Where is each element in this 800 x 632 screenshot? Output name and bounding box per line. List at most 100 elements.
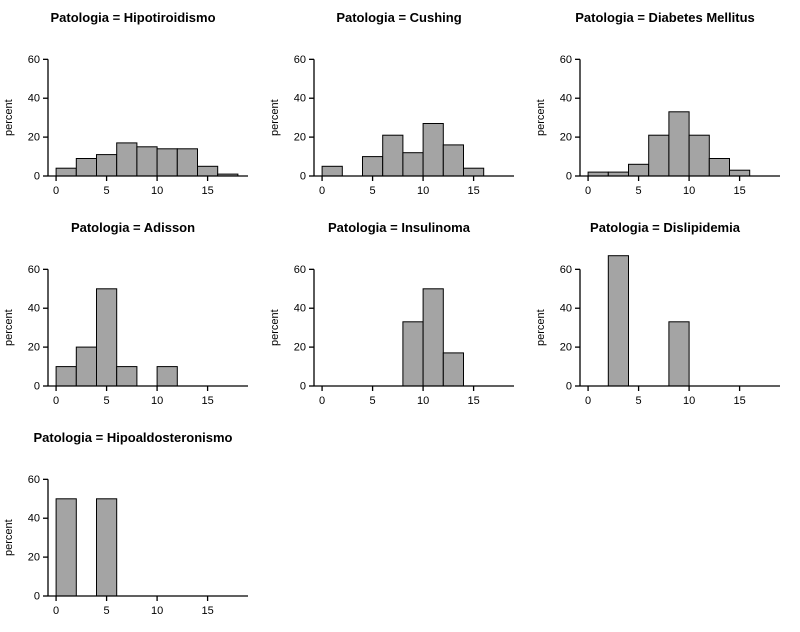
histogram-svg: 0 20 40 60 0 5 10 15 percent: [535, 255, 780, 407]
histogram-bar: [708, 158, 731, 177]
x-tick-label: 5: [370, 185, 376, 197]
x-tick-label: 15: [201, 185, 213, 197]
y-tick-label: 20: [28, 342, 40, 354]
y-tick-label: 60: [294, 264, 306, 276]
y-axis-label: percent: [535, 99, 547, 136]
x-tick-label: 5: [636, 395, 642, 407]
histogram-bar: [96, 288, 118, 387]
histogram-panel: Patologia = Insulinoma 0 20 40 60 0 5 10 15 perce…: [266, 210, 532, 420]
x-tick-label: 0: [319, 395, 325, 407]
histogram-bar: [75, 346, 98, 387]
histogram-bar: [402, 321, 424, 387]
y-tick-label: 40: [560, 303, 572, 315]
histogram-panel: Patologia = Hipoaldosteronismo 0 20 40 60 0 5 1…: [0, 420, 266, 630]
histogram-bar: [382, 134, 404, 177]
histogram-bar: [156, 148, 178, 177]
histogram-bar: [75, 158, 98, 177]
histogram-bar: [607, 255, 630, 387]
histogram-bar: [136, 146, 158, 177]
x-tick-label: 5: [370, 395, 376, 407]
y-tick-label: 60: [28, 54, 40, 66]
histogram-bar: [197, 165, 219, 177]
histogram-bar: [668, 111, 690, 177]
panel-title: Patologia = Insulinoma: [328, 220, 470, 235]
histogram-bar: [648, 134, 670, 177]
y-tick-label: 40: [560, 93, 572, 105]
histogram-svg: 0 20 40 60 0 5 10 15 percent: [269, 54, 514, 197]
y-tick-label: 60: [560, 264, 572, 276]
x-tick-label: 5: [104, 395, 110, 407]
y-tick-label: 20: [28, 132, 40, 144]
histogram-panel: Patologia = Hipotiroidismo 0 20 40 60 0 5 10 15 p…: [0, 0, 266, 210]
histogram-bar: [628, 163, 650, 177]
x-tick-label: 15: [201, 395, 213, 407]
x-tick-label: 15: [467, 395, 479, 407]
y-tick-label: 0: [300, 381, 306, 393]
histogram-bar: [116, 142, 138, 177]
x-tick-label: 0: [53, 605, 59, 617]
x-tick-label: 0: [53, 185, 59, 197]
x-tick-label: 10: [683, 185, 695, 197]
histogram-bar: [442, 144, 465, 177]
panel-title: Patologia = Dislipidemia: [590, 220, 740, 235]
x-tick-label: 5: [104, 605, 110, 617]
histogram-bar: [55, 167, 77, 177]
histogram-bar: [668, 321, 690, 387]
y-tick-label: 40: [28, 93, 40, 105]
histogram-bar: [463, 167, 485, 177]
histogram-panel: Patologia = Diabetes Mellitus 0 20 40 60 0 5 10…: [532, 0, 798, 210]
y-tick-label: 0: [34, 171, 40, 183]
y-tick-label: 40: [28, 513, 40, 525]
x-tick-label: 15: [201, 605, 213, 617]
y-tick-label: 20: [560, 132, 572, 144]
y-tick-label: 40: [294, 303, 306, 315]
y-axis-label: percent: [269, 99, 281, 136]
x-tick-label: 0: [585, 185, 591, 197]
x-tick-label: 10: [151, 395, 163, 407]
y-tick-label: 40: [28, 303, 40, 315]
y-tick-label: 0: [34, 591, 40, 603]
histogram-bar: [156, 366, 178, 387]
panel-title: Patologia = Hipotiroidismo: [50, 10, 216, 25]
y-axis-label: percent: [3, 99, 15, 136]
histogram-bar: [96, 498, 118, 597]
x-tick-label: 15: [733, 185, 745, 197]
y-tick-label: 20: [560, 342, 572, 354]
histogram-svg: 0 20 40 60 0 5 10 15 percent: [3, 264, 248, 407]
histogram-panel: Patologia = Cushing 0 20 40 60 0 5 10 15 percent: [266, 0, 532, 210]
y-tick-label: 20: [294, 132, 306, 144]
x-tick-label: 15: [733, 395, 745, 407]
y-tick-label: 60: [28, 264, 40, 276]
histogram-panel: Patologia = Adisson 0 20 40 60 0 5 10 15 percent: [0, 210, 266, 420]
histogram-bar: [422, 123, 444, 177]
y-tick-label: 0: [566, 171, 572, 183]
y-axis-label: percent: [535, 309, 547, 346]
x-tick-label: 5: [104, 185, 110, 197]
histogram-svg: 0 20 40 60 0 5 10 15 percent: [3, 474, 248, 617]
histogram-svg: 0 20 40 60 0 5 10 15 percent: [535, 54, 780, 197]
y-tick-label: 40: [294, 93, 306, 105]
histogram-svg: 0 20 40 60 0 5 10 15 percent: [3, 54, 248, 197]
histogram-bar: [442, 352, 465, 387]
panel-title: Patologia = Hipoaldosteronismo: [33, 430, 233, 445]
y-axis-label: percent: [3, 519, 15, 556]
histogram-svg: 0 20 40 60 0 5 10 15 percent: [269, 264, 514, 407]
histogram-bar: [402, 152, 424, 177]
y-tick-label: 20: [294, 342, 306, 354]
x-tick-label: 10: [151, 605, 163, 617]
histogram-bar: [362, 156, 384, 177]
histogram-panel: Patologia = Dislipidemia 0 20 40 60 0 5 10 15 per…: [532, 210, 798, 420]
panel-title: Patologia = Cushing: [336, 10, 462, 25]
x-tick-label: 0: [319, 185, 325, 197]
y-tick-label: 0: [566, 381, 572, 393]
x-tick-label: 0: [53, 395, 59, 407]
histogram-bar: [729, 169, 751, 177]
histogram-bar: [176, 148, 199, 177]
x-tick-label: 10: [683, 395, 695, 407]
y-tick-label: 0: [300, 171, 306, 183]
histogram-bar: [688, 134, 710, 177]
histogram-bar: [96, 154, 118, 177]
x-tick-label: 5: [636, 185, 642, 197]
histogram-bar: [321, 165, 343, 177]
